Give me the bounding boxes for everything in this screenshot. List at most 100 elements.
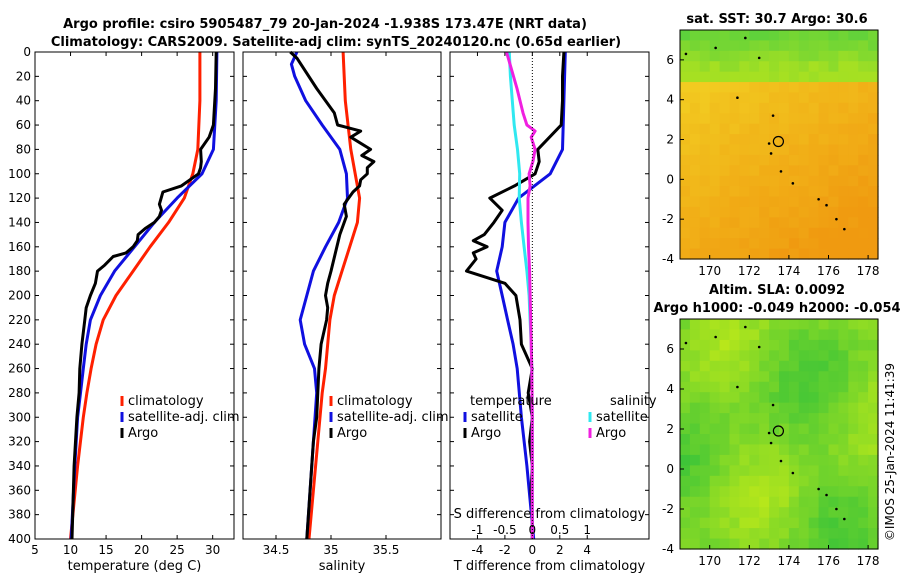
legend-label: Argo [596, 426, 626, 441]
map-cell [719, 123, 731, 135]
map-cell [808, 329, 820, 341]
y-tick-label: 340 [8, 459, 31, 473]
salinity-panel: 34.5 35 35.5 salinity climatologysatellite-a… [242, 50, 449, 574]
island-mark [744, 325, 747, 329]
y-tick-label: 260 [8, 362, 31, 376]
map-cell [759, 113, 770, 125]
map-cell [828, 413, 839, 425]
map-cell [719, 217, 731, 229]
map-cell [848, 381, 859, 393]
map-cell [858, 206, 869, 218]
map-cell [769, 92, 780, 104]
map-cell [868, 134, 879, 146]
y-tick-label: 240 [8, 337, 31, 351]
map-cell [808, 238, 820, 250]
map-cell [769, 248, 780, 260]
map-cell [848, 444, 859, 456]
map-cell [699, 113, 711, 125]
map-cell [798, 71, 810, 83]
y-tick-label: 0 [666, 172, 674, 186]
map-cell [719, 507, 731, 519]
map-cell [868, 350, 879, 362]
map-cell [779, 61, 790, 73]
argo-position-marker [772, 425, 785, 437]
map-cell [729, 71, 740, 83]
map-cell [769, 61, 780, 73]
map-cell [759, 238, 770, 250]
map-cell [699, 30, 711, 42]
map-cell [798, 350, 810, 362]
map-cell [719, 196, 731, 208]
map-cell [699, 144, 711, 156]
map-cell [858, 392, 869, 404]
map-cell [818, 50, 830, 62]
map-cell [828, 402, 839, 414]
sst-map-panel: 170 172 174 176 178 -4 -2 0 2 4 6 sat. SST: 30.7 Ar… [662, 12, 880, 278]
map-cell [779, 154, 790, 166]
map-cell [699, 360, 711, 372]
map-cell [868, 434, 879, 446]
map-cell [788, 319, 800, 331]
map-cell [838, 486, 849, 498]
map-cell [838, 113, 849, 125]
map-cell [848, 175, 859, 187]
map-cell [759, 175, 770, 187]
map-cell [699, 123, 711, 135]
map-cell [798, 165, 810, 177]
map-cell [759, 339, 770, 351]
map-cell [808, 454, 820, 466]
map-cell [868, 113, 879, 125]
map-cell [808, 319, 820, 331]
map-cell [828, 454, 839, 466]
map-cell [828, 248, 839, 260]
map-cell [808, 475, 820, 487]
map-cell [818, 517, 830, 529]
map-cell [719, 496, 731, 508]
x-tick-label: 0 [529, 543, 537, 557]
map-cell [798, 238, 810, 250]
map-cell [729, 507, 740, 519]
map-cell [779, 144, 790, 156]
map-cell [719, 329, 731, 341]
map-cell [729, 371, 740, 383]
map-cell [719, 92, 731, 104]
map-cell [798, 154, 810, 166]
map-cell [699, 454, 711, 466]
map-cell [769, 329, 780, 341]
map-cell [699, 507, 711, 519]
map-cell [749, 71, 760, 83]
map-cell [848, 413, 859, 425]
y-tick-label: 140 [8, 215, 31, 229]
y-tick-label: 280 [8, 386, 31, 400]
map-cell [808, 165, 820, 177]
map-cell [769, 144, 780, 156]
map-cell [699, 175, 711, 187]
map-cell [709, 154, 721, 166]
map-cell [868, 92, 879, 104]
map-cell [868, 154, 879, 166]
map-cell [729, 61, 740, 73]
map-cell [749, 50, 760, 62]
map-cell [759, 360, 770, 372]
map-cell [739, 186, 750, 198]
map-cell [848, 360, 859, 372]
map-cell [868, 371, 879, 383]
map-cell [759, 165, 770, 177]
map-cell [828, 444, 839, 456]
map-cell [838, 423, 849, 435]
map-cell [709, 30, 721, 42]
series-line-climatology [307, 51, 362, 540]
map-cell [759, 538, 770, 550]
map-cell [689, 71, 701, 83]
map-cell [769, 113, 780, 125]
map-cell [868, 413, 879, 425]
map-cell [868, 238, 879, 250]
map-cell [680, 350, 691, 362]
map-cell [838, 206, 849, 218]
map-cell [868, 227, 879, 239]
map-cell [818, 134, 830, 146]
map-cell [729, 413, 740, 425]
map-cell [699, 186, 711, 198]
map-cell [729, 329, 740, 341]
map-cell [858, 475, 869, 487]
